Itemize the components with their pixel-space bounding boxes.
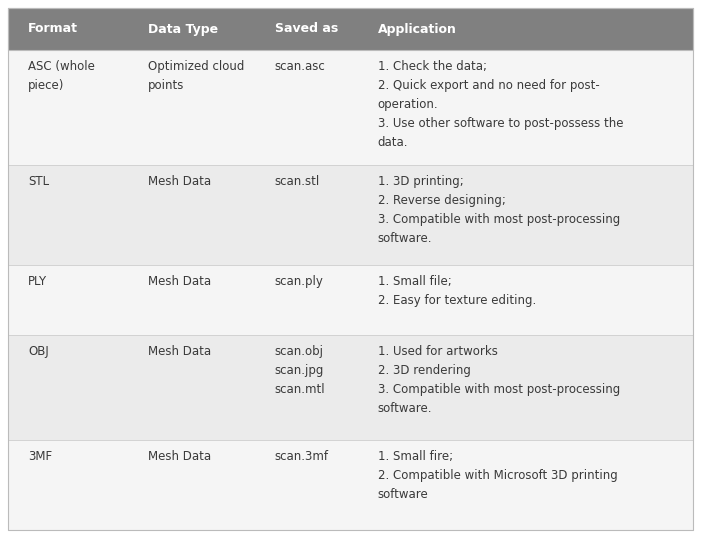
Text: Data Type: Data Type [148,22,218,36]
Text: scan.stl: scan.stl [275,175,320,188]
Bar [8,165,693,265]
Text: 1. Small file;
2. Easy for texture editing.: 1. Small file; 2. Easy for texture editi… [378,275,536,307]
Bar [8,265,693,335]
Text: Mesh Data: Mesh Data [148,275,211,288]
Bar [8,8,693,50]
Bar [8,440,693,530]
Text: Mesh Data: Mesh Data [148,450,211,463]
Text: 1. Small fire;
2. Compatible with Microsoft 3D printing
software: 1. Small fire; 2. Compatible with Micros… [378,450,618,501]
Text: Mesh Data: Mesh Data [148,345,211,358]
Text: PLY: PLY [28,275,48,288]
Text: 1. Check the data;
2. Quick export and no need for post-
operation.
3. Use other: 1. Check the data; 2. Quick export and n… [378,60,623,149]
Text: scan.asc: scan.asc [275,60,326,73]
Text: Application: Application [378,22,456,36]
Text: ASC (whole
piece): ASC (whole piece) [28,60,95,92]
Text: OBJ: OBJ [28,345,49,358]
Text: scan.ply: scan.ply [275,275,324,288]
Text: STL: STL [28,175,49,188]
Text: Saved as: Saved as [275,22,338,36]
Text: Mesh Data: Mesh Data [148,175,211,188]
Text: 1. Used for artworks
2. 3D rendering
3. Compatible with most post-processing
sof: 1. Used for artworks 2. 3D rendering 3. … [378,345,620,415]
Bar [8,50,693,165]
Text: Format: Format [28,22,79,36]
Bar [8,335,693,440]
Text: scan.3mf: scan.3mf [275,450,329,463]
Text: 1. 3D printing;
2. Reverse designing;
3. Compatible with most post-processing
so: 1. 3D printing; 2. Reverse designing; 3.… [378,175,620,245]
Text: Optimized cloud
points: Optimized cloud points [148,60,245,92]
Text: scan.obj
scan.jpg
scan.mtl: scan.obj scan.jpg scan.mtl [275,345,325,396]
Text: 3MF: 3MF [28,450,53,463]
